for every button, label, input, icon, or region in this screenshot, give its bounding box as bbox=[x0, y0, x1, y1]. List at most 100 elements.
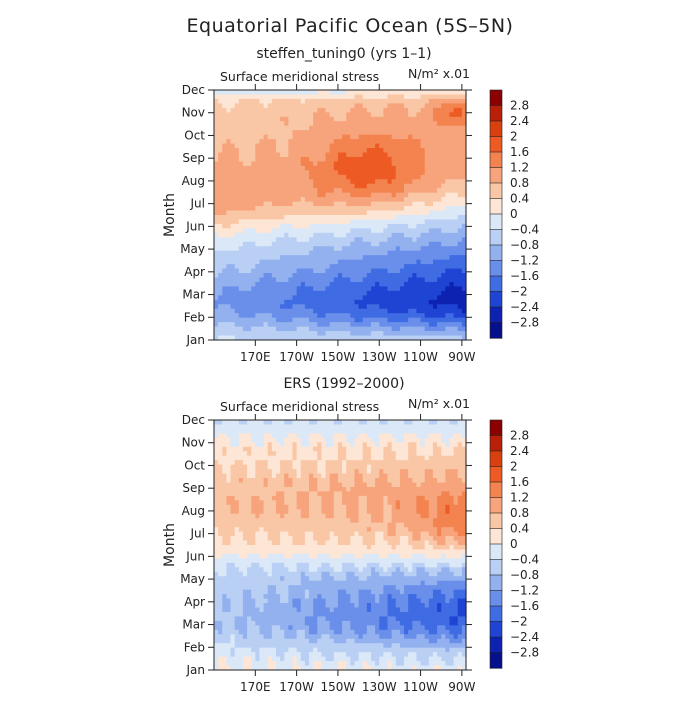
field-cell bbox=[222, 429, 227, 434]
field-cell bbox=[326, 309, 331, 314]
field-cell bbox=[342, 295, 347, 300]
field-cell bbox=[454, 318, 459, 323]
field-cell bbox=[416, 286, 421, 291]
field-cell bbox=[354, 491, 359, 496]
field-cell bbox=[342, 121, 347, 126]
field-cell bbox=[317, 224, 322, 229]
field-cell bbox=[243, 438, 248, 443]
field-cell bbox=[218, 130, 223, 135]
field-cell bbox=[346, 126, 351, 131]
field-cell bbox=[313, 184, 318, 189]
field-cell bbox=[412, 211, 417, 216]
field-cell bbox=[392, 322, 397, 327]
field-cell bbox=[259, 309, 264, 314]
field-cell bbox=[396, 327, 401, 332]
field-cell bbox=[433, 179, 438, 184]
field-cell bbox=[280, 219, 285, 224]
field-cell bbox=[375, 291, 380, 296]
field-cell bbox=[350, 465, 355, 470]
field-cell bbox=[251, 197, 256, 202]
field-cell bbox=[214, 527, 219, 532]
field-cell bbox=[247, 447, 252, 452]
field-cell bbox=[396, 90, 401, 95]
field-cell bbox=[354, 322, 359, 327]
field-cell bbox=[292, 233, 297, 238]
field-cell bbox=[412, 331, 417, 336]
field-cell bbox=[276, 246, 281, 251]
field-cell bbox=[301, 117, 306, 122]
field-cell bbox=[259, 153, 264, 158]
field-cell bbox=[280, 188, 285, 193]
field-cell bbox=[226, 527, 231, 532]
field-cell bbox=[363, 424, 368, 429]
field-cell bbox=[301, 246, 306, 251]
field-cell bbox=[437, 215, 442, 220]
field-cell bbox=[392, 188, 397, 193]
field-cell bbox=[416, 269, 421, 274]
field-cell bbox=[354, 291, 359, 296]
field-cell bbox=[301, 474, 306, 479]
field-cell bbox=[309, 496, 314, 501]
field-cell bbox=[239, 300, 244, 305]
field-cell bbox=[313, 331, 318, 336]
field-cell bbox=[326, 179, 331, 184]
field-cell bbox=[371, 193, 376, 198]
field-cell bbox=[218, 282, 223, 287]
field-cell bbox=[445, 157, 450, 162]
field-cell bbox=[272, 282, 277, 287]
field-cell bbox=[359, 170, 364, 175]
field-cell bbox=[408, 242, 413, 247]
field-cell bbox=[259, 144, 264, 149]
field-cell bbox=[326, 478, 331, 483]
y-tick-label: May bbox=[180, 242, 205, 256]
field-cell bbox=[375, 188, 380, 193]
field-cell bbox=[342, 318, 347, 323]
field-cell bbox=[264, 291, 269, 296]
field-cell bbox=[342, 242, 347, 247]
field-cell bbox=[425, 456, 430, 461]
field-cell bbox=[429, 188, 434, 193]
field-cell bbox=[255, 527, 260, 532]
field-cell bbox=[363, 304, 368, 309]
field-cell bbox=[288, 509, 293, 514]
field-cell bbox=[251, 523, 256, 528]
field-cell bbox=[268, 509, 273, 514]
field-cell bbox=[392, 251, 397, 256]
field-cell bbox=[280, 108, 285, 113]
field-cell bbox=[251, 313, 256, 318]
field-cell bbox=[305, 438, 310, 443]
field-cell bbox=[412, 282, 417, 287]
field-cell bbox=[342, 228, 347, 233]
field-cell bbox=[383, 509, 388, 514]
field-cell bbox=[421, 90, 426, 95]
field-cell bbox=[350, 211, 355, 216]
field-cell bbox=[367, 304, 372, 309]
field-cell bbox=[305, 496, 310, 501]
field-cell bbox=[363, 224, 368, 229]
field-cell bbox=[354, 135, 359, 140]
field-cell bbox=[375, 202, 380, 207]
field-cell bbox=[371, 465, 376, 470]
field-cell bbox=[321, 491, 326, 496]
field-cell bbox=[313, 148, 318, 153]
field-cell bbox=[396, 99, 401, 104]
field-cell bbox=[309, 161, 314, 166]
field-cell bbox=[392, 99, 397, 104]
field-cell bbox=[421, 112, 426, 117]
field-cell bbox=[437, 273, 442, 278]
field-cell bbox=[437, 304, 442, 309]
field-cell bbox=[313, 282, 318, 287]
field-cell bbox=[429, 420, 434, 425]
field-cell bbox=[359, 500, 364, 505]
field-cell bbox=[441, 509, 446, 514]
field-cell bbox=[272, 451, 277, 456]
field-cell bbox=[400, 291, 405, 296]
field-cell bbox=[371, 433, 376, 438]
field-cell bbox=[454, 153, 459, 158]
field-cell bbox=[235, 206, 240, 211]
field-cell bbox=[388, 429, 393, 434]
field-cell bbox=[392, 126, 397, 131]
field-cell bbox=[388, 451, 393, 456]
field-cell bbox=[239, 318, 244, 323]
field-cell bbox=[235, 478, 240, 483]
